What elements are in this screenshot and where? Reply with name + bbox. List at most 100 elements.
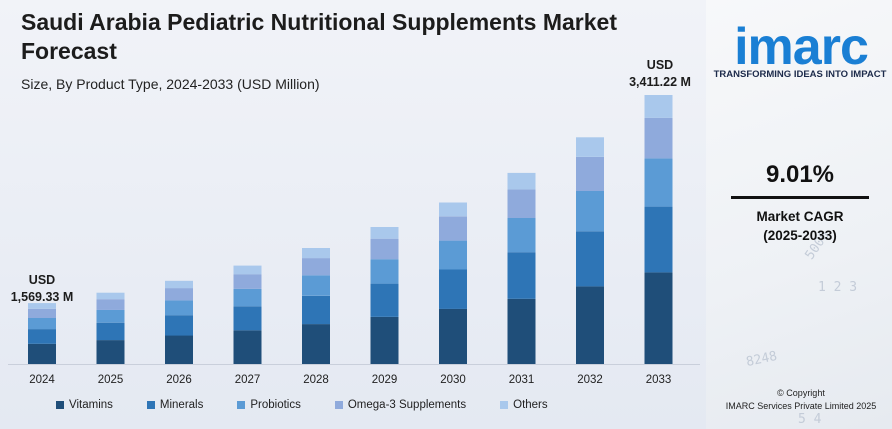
bar-segment-2024-omega-3-supplements <box>28 308 56 318</box>
bar-segment-2033-probiotics <box>644 158 673 207</box>
bar-segment-2032-minerals <box>576 231 604 287</box>
start-value-label: 1,569.33 M <box>10 290 74 304</box>
x-tick-label-2029: 2029 <box>372 374 398 386</box>
bar-segment-2031-others <box>507 172 536 190</box>
bar-segment-2026-minerals <box>165 315 193 336</box>
legend-swatch <box>146 401 155 409</box>
decorative-digits: 5 4 <box>798 412 822 427</box>
end-value-label: 3,411.22 M <box>629 75 691 89</box>
bar-segment-2025-omega-3-supplements <box>96 299 125 310</box>
cagr-divider <box>731 196 869 199</box>
stacked-bar-chart: 2024 2025 2026 2027 2028 2029 2030 2031 2032 2033 <box>8 95 700 386</box>
legend-swatch <box>334 401 343 409</box>
bar-segment-2031-minerals <box>507 252 536 299</box>
legend-item-minerals: Minerals <box>146 399 204 411</box>
bar-segment-2033-omega-3-supplements <box>644 117 673 159</box>
bar-segment-2033-minerals <box>644 206 673 273</box>
bar-segment-2028-vitamins <box>302 324 330 364</box>
legend-swatch <box>237 401 246 409</box>
bar-segment-2030-vitamins <box>439 308 467 364</box>
x-tick-label-2024: 2024 <box>29 374 55 386</box>
bar-segment-2025-minerals <box>96 322 125 341</box>
decorative-digits: 1 2 3 <box>818 280 858 295</box>
bar-segment-2031-probiotics <box>507 218 536 253</box>
cagr-value: 9.01% <box>765 161 835 188</box>
bar-segment-2030-others <box>439 202 467 217</box>
copyright: © Copyright IMARC Services Private Limit… <box>712 387 890 413</box>
bar-segment-2027-vitamins <box>233 330 262 364</box>
bar-segment-2026-probiotics <box>165 300 193 316</box>
end-currency-label: USD <box>646 58 674 72</box>
bar-segment-2029-minerals <box>370 283 399 317</box>
x-tick-label-2032: 2032 <box>577 374 603 386</box>
x-tick-label-2033: 2033 <box>646 374 672 386</box>
bar-segment-2030-minerals <box>439 269 467 309</box>
bar-segment-2027-minerals <box>233 306 262 331</box>
legend-label: Probiotics <box>250 399 301 411</box>
legend-item-vitamins: Vitamins <box>56 399 113 411</box>
bar-segment-2033-vitamins <box>644 272 673 364</box>
bar-segment-2026-others <box>165 280 193 289</box>
x-tick-label-2026: 2026 <box>166 374 192 386</box>
bar-segment-2027-others <box>233 265 262 275</box>
bar-segment-2031-omega-3-supplements <box>507 189 536 218</box>
x-tick-label-2028: 2028 <box>303 374 329 386</box>
legend-label: Minerals <box>159 399 204 411</box>
bar-segment-2027-omega-3-supplements <box>233 274 262 289</box>
imarc-logo: imarc <box>716 21 886 73</box>
start-value-callout: USD 1,569.33 M <box>4 272 80 306</box>
chart-subtitle: Size, By Product Type, 2024-2033 (USD Mi… <box>21 76 320 92</box>
bar-segment-2029-probiotics <box>370 259 399 284</box>
chart-panel: Saudi Arabia Pediatric Nutritional Suppl… <box>0 0 706 429</box>
bar-segment-2026-vitamins <box>165 335 193 364</box>
bar-segment-2028-minerals <box>302 295 330 325</box>
bar-segment-2032-omega-3-supplements <box>576 157 604 191</box>
bar-segment-2027-probiotics <box>233 288 262 307</box>
legend-swatch <box>56 401 64 409</box>
x-tick-label-2031: 2031 <box>509 374 535 386</box>
legend-label: Omega-3 Supplements <box>347 399 467 411</box>
bar-segment-2025-others <box>96 292 125 300</box>
chart-legend: Vitamins Minerals Probiotics Omega-3 Supple… <box>56 398 582 412</box>
bar-segment-2030-probiotics <box>439 240 467 270</box>
legend-label: Vitamins <box>69 399 113 411</box>
bar-segment-2026-omega-3-supplements <box>165 288 193 301</box>
logo-text: imarc <box>734 18 869 76</box>
bar-segment-2024-minerals <box>28 329 56 344</box>
copyright-line2: IMARC Services Private Limited 2025 <box>725 401 877 411</box>
bar-segment-2028-omega-3-supplements <box>302 258 330 276</box>
logo-tagline: TRANSFORMING IDEAS INTO IMPACT <box>713 69 887 80</box>
copyright-line1: © Copyright <box>777 388 825 398</box>
x-tick-label-2025: 2025 <box>98 374 124 386</box>
x-tick-label-2030: 2030 <box>440 374 466 386</box>
bar-segment-2025-probiotics <box>96 309 125 323</box>
start-currency-label: USD <box>28 273 56 287</box>
bar-segment-2024-vitamins <box>28 343 56 364</box>
legend-item-probiotics: Probiotics <box>237 399 301 411</box>
end-value-callout: USD 3,411.22 M <box>620 57 700 91</box>
bar-segment-2031-vitamins <box>507 298 536 364</box>
side-panel: 5000 1 2 3 8248 5 4 imarc TRANSFORMING I… <box>706 0 892 429</box>
bar-segment-2032-probiotics <box>576 190 604 232</box>
bar-segment-2025-vitamins <box>96 340 125 364</box>
bar-segment-2029-vitamins <box>370 317 399 364</box>
legend-label: Others <box>513 399 548 411</box>
bar-segment-2024-probiotics <box>28 318 56 330</box>
legend-item-omega-3-supplements: Omega-3 Supplements <box>334 399 467 411</box>
bar-segment-2032-others <box>576 137 604 157</box>
chart-title: Saudi Arabia Pediatric Nutritional Suppl… <box>21 9 618 64</box>
x-tick-label-2027: 2027 <box>235 374 261 386</box>
legend-swatch <box>500 401 509 409</box>
cagr-period: (2025-2033) <box>763 228 837 243</box>
bar-segment-2032-vitamins <box>576 286 604 364</box>
bar-segment-2029-others <box>370 227 399 239</box>
bar-segment-2024-others <box>28 303 56 309</box>
bar-segment-2033-others <box>644 95 673 118</box>
cagr-label: Market CAGR <box>756 209 844 224</box>
cagr-box: 9.01% Market CAGR (2025-2033) <box>716 160 884 245</box>
bar-segment-2029-omega-3-supplements <box>370 238 399 260</box>
bar-segment-2028-probiotics <box>302 275 330 296</box>
bar-segment-2030-omega-3-supplements <box>439 216 467 241</box>
decorative-digits: 8248 <box>744 348 779 371</box>
legend-item-others: Others <box>500 399 548 411</box>
